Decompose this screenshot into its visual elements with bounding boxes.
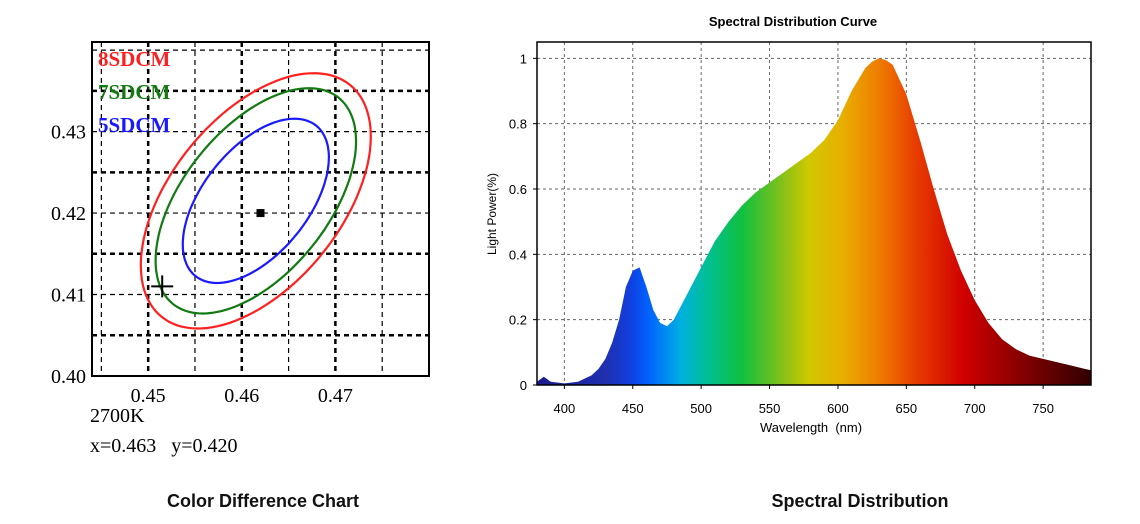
x-axis-label: Wavelength (nm) [760, 420, 862, 435]
y-tick-label: 0.42 [51, 203, 86, 225]
y-tick-label: 0.4 [509, 247, 527, 262]
cdc-grid [92, 42, 429, 376]
legend-8sdcm: 8SDCM [98, 47, 171, 71]
legend-5sdcm: 5SDCM [98, 113, 171, 137]
point-measured-marker [256, 209, 265, 218]
caption-color-difference: Color Difference Chart [167, 491, 359, 511]
sdc-x-ticks: 400 450 500 550 600 650 700 750 [554, 385, 1054, 416]
y-tick-label: 0 [520, 378, 527, 393]
cdc-x-ticks: 0.45 0.46 0.47 [131, 385, 353, 407]
legend-7sdcm: 7SDCM [98, 80, 171, 104]
x-tick-label: 0.46 [224, 385, 259, 407]
color-difference-chart: 8SDCM 7SDCM 5SDCM 0.400.410.420.43 0.45 0… [51, 41, 430, 457]
ellipse-7sdcm [154, 87, 358, 315]
point-reference-crosshair [151, 275, 174, 298]
y-tick-label: 0.41 [51, 285, 86, 307]
cdc-y-ticks: 0.40 0.41 0.42 0.43 [51, 122, 86, 388]
x-tick-label: 400 [554, 401, 576, 416]
y-tick-label: 1 [520, 51, 527, 66]
y-tick-label: 0.8 [509, 117, 527, 132]
spectrum-area [537, 58, 1091, 386]
x-tick-label: 0.47 [318, 385, 353, 407]
cdc-legend: 8SDCM 7SDCM 5SDCM [98, 47, 171, 137]
x-tick-label: 600 [827, 401, 849, 416]
caption-spectral-distribution: Spectral Distribution [771, 491, 948, 511]
y-tick-label: 0.40 [51, 366, 86, 388]
sdc-y-ticks: 0 0.2 0.4 0.6 0.8 1 [509, 51, 537, 393]
y-axis-label: Light Power(%) [485, 173, 499, 255]
x-tick-label: 650 [895, 401, 917, 416]
ellipse-5sdcm [181, 117, 331, 285]
sdc-plot-frame [536, 41, 1092, 386]
x-tick-label: 0.45 [131, 385, 166, 407]
x-tick-label: 550 [759, 401, 781, 416]
x-tick-label: 700 [964, 401, 986, 416]
x-tick-label: 750 [1032, 401, 1054, 416]
cdc-points [151, 209, 265, 298]
cdc-ellipses [139, 72, 372, 330]
y-tick-label: 0.6 [509, 182, 527, 197]
cdc-plot-frame [91, 41, 430, 377]
xy-coordinates: x=0.463 y=0.420 [90, 435, 238, 457]
y-tick-label: 0.2 [509, 313, 527, 328]
ellipse-8sdcm [139, 72, 372, 330]
x-tick-label: 500 [690, 401, 712, 416]
cct-label: 2700K [90, 405, 145, 427]
chart-title: Spectral Distribution Curve [709, 14, 877, 29]
x-tick-label: 450 [622, 401, 644, 416]
y-tick-label: 0.43 [51, 122, 86, 144]
spectral-distribution-chart: Spectral Distribution Curve 0 0.2 0.4 0.6 0.… [485, 14, 1092, 435]
